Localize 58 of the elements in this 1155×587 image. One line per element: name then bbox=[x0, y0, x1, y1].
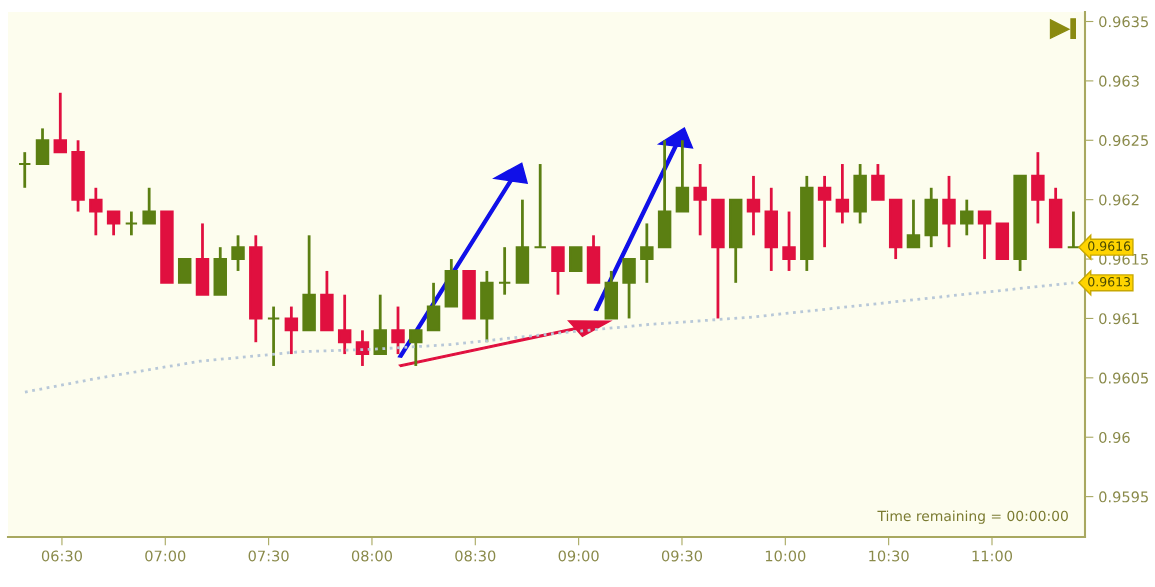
candlestick bbox=[266, 305, 281, 368]
x-tick-label: 10:00 bbox=[765, 550, 806, 562]
candlestick bbox=[533, 162, 547, 249]
annotation: Time remaining = 00:00:00 bbox=[877, 510, 1068, 524]
candlestick bbox=[18, 150, 32, 190]
candlestick bbox=[835, 162, 850, 225]
candlestick bbox=[906, 198, 921, 249]
y-tick-label: 0.96 bbox=[1099, 431, 1130, 443]
x-tick-label: 10:30 bbox=[869, 550, 909, 562]
candlestick bbox=[960, 198, 974, 237]
candlestick bbox=[391, 305, 405, 356]
annotation: 0.9616 bbox=[1088, 241, 1131, 251]
annotation: 0.9613 bbox=[1088, 276, 1131, 287]
candlestick bbox=[124, 210, 139, 237]
candlestick bbox=[409, 328, 423, 368]
x-tick-label: 07:30 bbox=[248, 550, 289, 562]
y-tick-label: 0.962 bbox=[1099, 194, 1139, 206]
candlestick bbox=[693, 162, 707, 237]
candlestick bbox=[817, 174, 832, 249]
candlestick bbox=[426, 281, 441, 332]
x-tick-label: 09:30 bbox=[661, 550, 703, 562]
x-tick-label: 07:00 bbox=[145, 550, 186, 562]
candlestick bbox=[675, 138, 690, 213]
candlestick bbox=[622, 257, 636, 320]
candlestick bbox=[569, 246, 583, 272]
x-tick-label: 08:30 bbox=[455, 550, 496, 562]
y-tick-label: 0.963 bbox=[1099, 75, 1139, 87]
x-tick-label: 09:00 bbox=[558, 550, 599, 562]
y-tick-label: 0.9625 bbox=[1099, 135, 1148, 147]
candlestick bbox=[337, 293, 352, 356]
x-tick-label: 08:00 bbox=[351, 550, 393, 562]
y-tick-label: 0.9605 bbox=[1099, 372, 1148, 384]
candlestick bbox=[1066, 210, 1081, 249]
candlestick bbox=[89, 186, 103, 237]
candlestick bbox=[640, 222, 654, 285]
x-tick-label: 11:00 bbox=[972, 550, 1013, 562]
candlestick bbox=[1031, 150, 1045, 225]
candlestick bbox=[782, 210, 796, 273]
candlestick bbox=[231, 233, 245, 273]
candlestick bbox=[942, 174, 956, 249]
candlestick bbox=[142, 186, 156, 225]
x-tick-label: 06:30 bbox=[41, 550, 82, 562]
line-series bbox=[23, 281, 1075, 394]
candlestick bbox=[551, 245, 565, 297]
candlestick bbox=[53, 91, 68, 154]
y-tick-label: 0.9635 bbox=[1099, 16, 1148, 28]
candlestick bbox=[871, 162, 885, 202]
y-tick-label: 0.961 bbox=[1099, 313, 1139, 325]
candlestick bbox=[373, 293, 387, 356]
candlestick bbox=[177, 258, 192, 284]
candlestick bbox=[284, 305, 299, 356]
candlestick bbox=[746, 174, 761, 237]
candlestick bbox=[355, 328, 370, 368]
candlestick bbox=[497, 245, 512, 297]
candlestick bbox=[35, 127, 50, 166]
y-tick-label: 0.9595 bbox=[1099, 491, 1148, 503]
candlestick bbox=[106, 210, 121, 237]
candlestick bbox=[977, 210, 992, 261]
